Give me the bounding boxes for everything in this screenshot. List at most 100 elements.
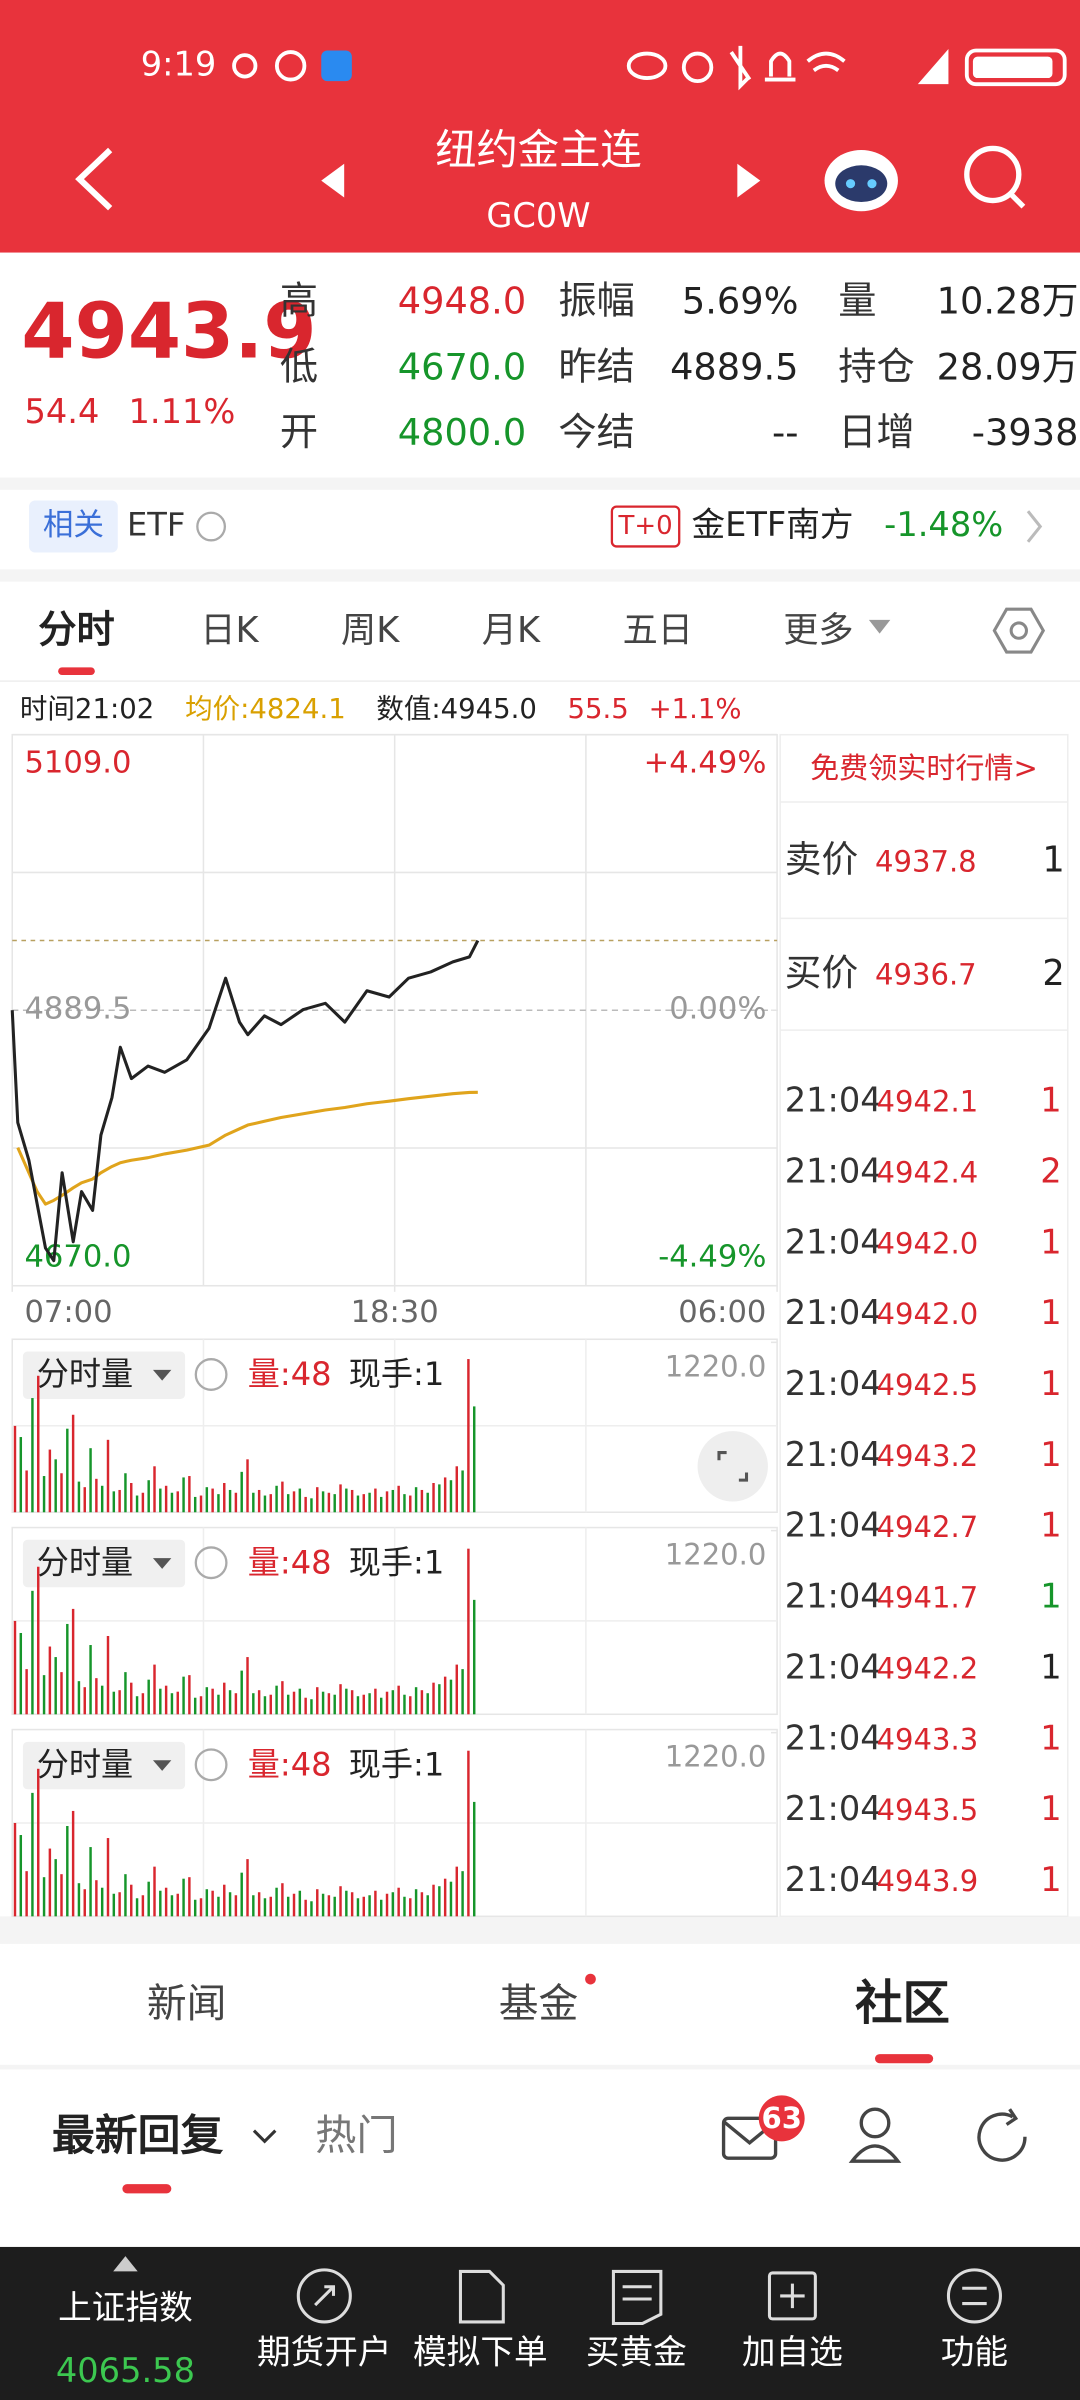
volume-selector[interactable]: 分时量 bbox=[37, 1543, 133, 1581]
back-button[interactable] bbox=[75, 147, 113, 211]
volume-bar bbox=[414, 1687, 418, 1715]
volume-bar bbox=[153, 1664, 156, 1715]
assistant-icon[interactable] bbox=[824, 150, 898, 212]
header-title: 纽约金主连 bbox=[435, 126, 641, 174]
order-book-frame bbox=[779, 733, 1069, 1918]
help-icon[interactable] bbox=[194, 1748, 228, 1782]
dropdown-arrow bbox=[152, 1558, 172, 1569]
x-tick-label: 06:00 bbox=[678, 1295, 766, 1330]
volume-bar bbox=[414, 1487, 418, 1513]
trade-qty: 1 bbox=[1040, 1647, 1061, 1686]
expand-arrow[interactable] bbox=[113, 2256, 138, 2272]
volume-bar bbox=[170, 1895, 174, 1917]
volume-bar bbox=[321, 1893, 325, 1917]
volume-tick-label: 1220.0 bbox=[665, 1349, 767, 1383]
volume-tick-label: 1220.0 bbox=[665, 1740, 767, 1774]
volume-selector[interactable]: 分时量 bbox=[37, 1745, 133, 1783]
volume-bar bbox=[455, 1866, 459, 1917]
volume-bar bbox=[304, 1899, 307, 1917]
volume-bar bbox=[13, 1822, 17, 1917]
volume-bar bbox=[199, 1898, 203, 1917]
volume-bar bbox=[170, 1693, 174, 1715]
chart-tab[interactable]: 更多 bbox=[783, 610, 853, 651]
trade-time: 21:04 bbox=[785, 1222, 882, 1261]
trade-qty: 1 bbox=[1040, 1222, 1061, 1261]
trade-price: 4941.7 bbox=[877, 1581, 979, 1615]
average-line bbox=[16, 1090, 478, 1206]
quote-label: 买价 bbox=[785, 951, 858, 994]
nav-item[interactable]: 加自选 bbox=[742, 2333, 843, 2372]
help-icon[interactable] bbox=[194, 1358, 228, 1391]
dropdown-arrow bbox=[868, 619, 891, 634]
dropdown-arrow[interactable] bbox=[252, 2129, 277, 2144]
info-avg: 均价:4824.1 bbox=[185, 693, 346, 725]
reply-tab[interactable]: 最新回复 bbox=[52, 2111, 223, 2161]
selector-bg[interactable] bbox=[22, 1741, 186, 1790]
chart-tab[interactable]: 日K bbox=[200, 610, 259, 651]
volume-bar bbox=[223, 1884, 226, 1917]
chart-tab[interactable]: 周K bbox=[341, 610, 400, 651]
chart-tab[interactable]: 月K bbox=[482, 610, 541, 651]
volume-bar bbox=[455, 1664, 459, 1715]
selector-bg[interactable] bbox=[22, 1351, 186, 1399]
index-name[interactable]: 上证指数 bbox=[58, 2288, 193, 2327]
volume-hand: 现手:1 bbox=[349, 1745, 444, 1783]
volume-bar bbox=[240, 1670, 243, 1715]
volume-bar bbox=[409, 1898, 412, 1917]
trade-time: 21:04 bbox=[785, 1081, 882, 1120]
section-tab[interactable]: 社区 bbox=[855, 1977, 950, 2032]
help-icon[interactable] bbox=[194, 1546, 228, 1580]
fullscreen-button[interactable] bbox=[697, 1431, 768, 1502]
volume-bar bbox=[426, 1693, 429, 1715]
nav-item[interactable]: 模拟下单 bbox=[413, 2333, 548, 2372]
volume-bar bbox=[420, 1690, 424, 1715]
volume-bar bbox=[54, 1859, 57, 1917]
bottom-nav-bg bbox=[0, 2246, 1080, 2400]
y2-tick-label: 0.00% bbox=[669, 992, 766, 1027]
volume-bar bbox=[345, 1688, 348, 1715]
trade-time: 21:04 bbox=[785, 1435, 882, 1474]
volume-selector[interactable]: 分时量 bbox=[37, 1355, 133, 1393]
search-button[interactable] bbox=[964, 145, 1026, 209]
quote-qty: 2 bbox=[1042, 953, 1064, 994]
etf-badge: T+0 bbox=[617, 511, 672, 541]
stat-label: 今结 bbox=[558, 410, 634, 455]
y2-tick-label: -4.49% bbox=[658, 1240, 766, 1275]
volume-bar bbox=[420, 1489, 424, 1513]
settings-button[interactable] bbox=[992, 607, 1046, 654]
volume-bar bbox=[66, 1623, 69, 1715]
nav-item[interactable]: 买黄金 bbox=[586, 2333, 687, 2372]
new-dot bbox=[585, 1973, 596, 1985]
trade-time: 21:04 bbox=[785, 1789, 882, 1828]
volume-bar bbox=[472, 1406, 476, 1513]
volume-bar bbox=[292, 1491, 296, 1513]
volume-bar bbox=[228, 1690, 232, 1715]
volume-bar bbox=[263, 1696, 267, 1715]
section-tab[interactable]: 基金 bbox=[499, 1981, 579, 2027]
volume-bar bbox=[130, 1884, 133, 1917]
nav-item[interactable]: 期货开户 bbox=[257, 2333, 392, 2372]
reply-tab[interactable]: 热门 bbox=[315, 2111, 398, 2159]
volume-bar bbox=[438, 1684, 441, 1715]
volume-bar bbox=[199, 1696, 203, 1715]
volume-bar bbox=[374, 1488, 377, 1513]
chevron[interactable] bbox=[1026, 510, 1043, 543]
chart-tab[interactable]: 分时 bbox=[38, 608, 114, 653]
stat-label: 持仓 bbox=[838, 344, 914, 389]
promo-link[interactable]: 免费领实时行情> bbox=[810, 751, 1038, 785]
stat-label: 昨结 bbox=[558, 344, 634, 389]
volume-bar bbox=[449, 1881, 453, 1917]
next-contract[interactable] bbox=[737, 163, 761, 198]
selector-bg[interactable] bbox=[22, 1539, 186, 1588]
volume-bar bbox=[350, 1892, 354, 1917]
volume-bar bbox=[205, 1889, 209, 1917]
nav-item[interactable]: 功能 bbox=[941, 2333, 1008, 2372]
volume-bar bbox=[118, 1690, 121, 1715]
volume-bar bbox=[89, 1448, 92, 1513]
chart-tab[interactable]: 五日 bbox=[623, 610, 693, 651]
section-tab[interactable]: 新闻 bbox=[147, 1981, 227, 2027]
etf-name[interactable]: 金ETF南方 bbox=[691, 505, 853, 544]
prev-contract[interactable] bbox=[321, 163, 345, 198]
help-icon[interactable] bbox=[196, 511, 227, 542]
volume-bar bbox=[252, 1895, 255, 1917]
